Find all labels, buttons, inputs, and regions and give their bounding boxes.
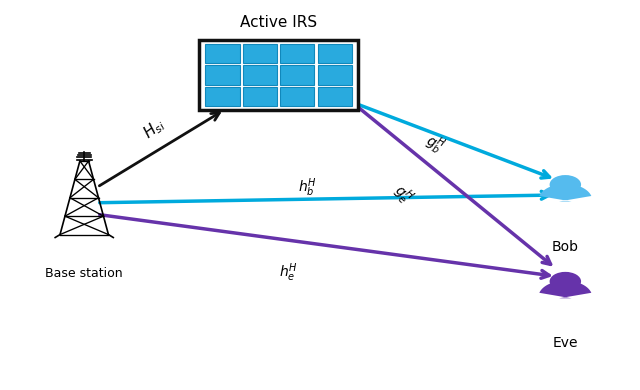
Text: $h_b^H$: $h_b^H$	[298, 176, 317, 199]
Text: Base station: Base station	[45, 267, 123, 280]
Bar	[317, 87, 352, 106]
Polygon shape	[540, 281, 591, 298]
Text: Eve: Eve	[552, 336, 578, 350]
Bar	[280, 65, 314, 85]
Circle shape	[550, 272, 581, 291]
Polygon shape	[540, 184, 591, 202]
Text: Bob: Bob	[552, 239, 579, 254]
Bar	[317, 65, 352, 85]
Bar	[243, 44, 277, 63]
Circle shape	[550, 175, 581, 194]
Text: $h_e^H$: $h_e^H$	[278, 261, 298, 284]
Bar	[317, 44, 352, 63]
Bar	[243, 87, 277, 106]
Bar	[199, 40, 358, 110]
Text: Active IRS: Active IRS	[240, 16, 317, 30]
Bar	[205, 87, 239, 106]
Bar	[243, 65, 277, 85]
Text: $g_e^H$: $g_e^H$	[388, 181, 417, 209]
Text: $H_{si}$: $H_{si}$	[140, 115, 169, 143]
Bar	[205, 65, 239, 85]
Bar	[280, 44, 314, 63]
Bar	[280, 87, 314, 106]
Text: $g_b^H$: $g_b^H$	[421, 130, 448, 159]
Bar	[205, 44, 239, 63]
